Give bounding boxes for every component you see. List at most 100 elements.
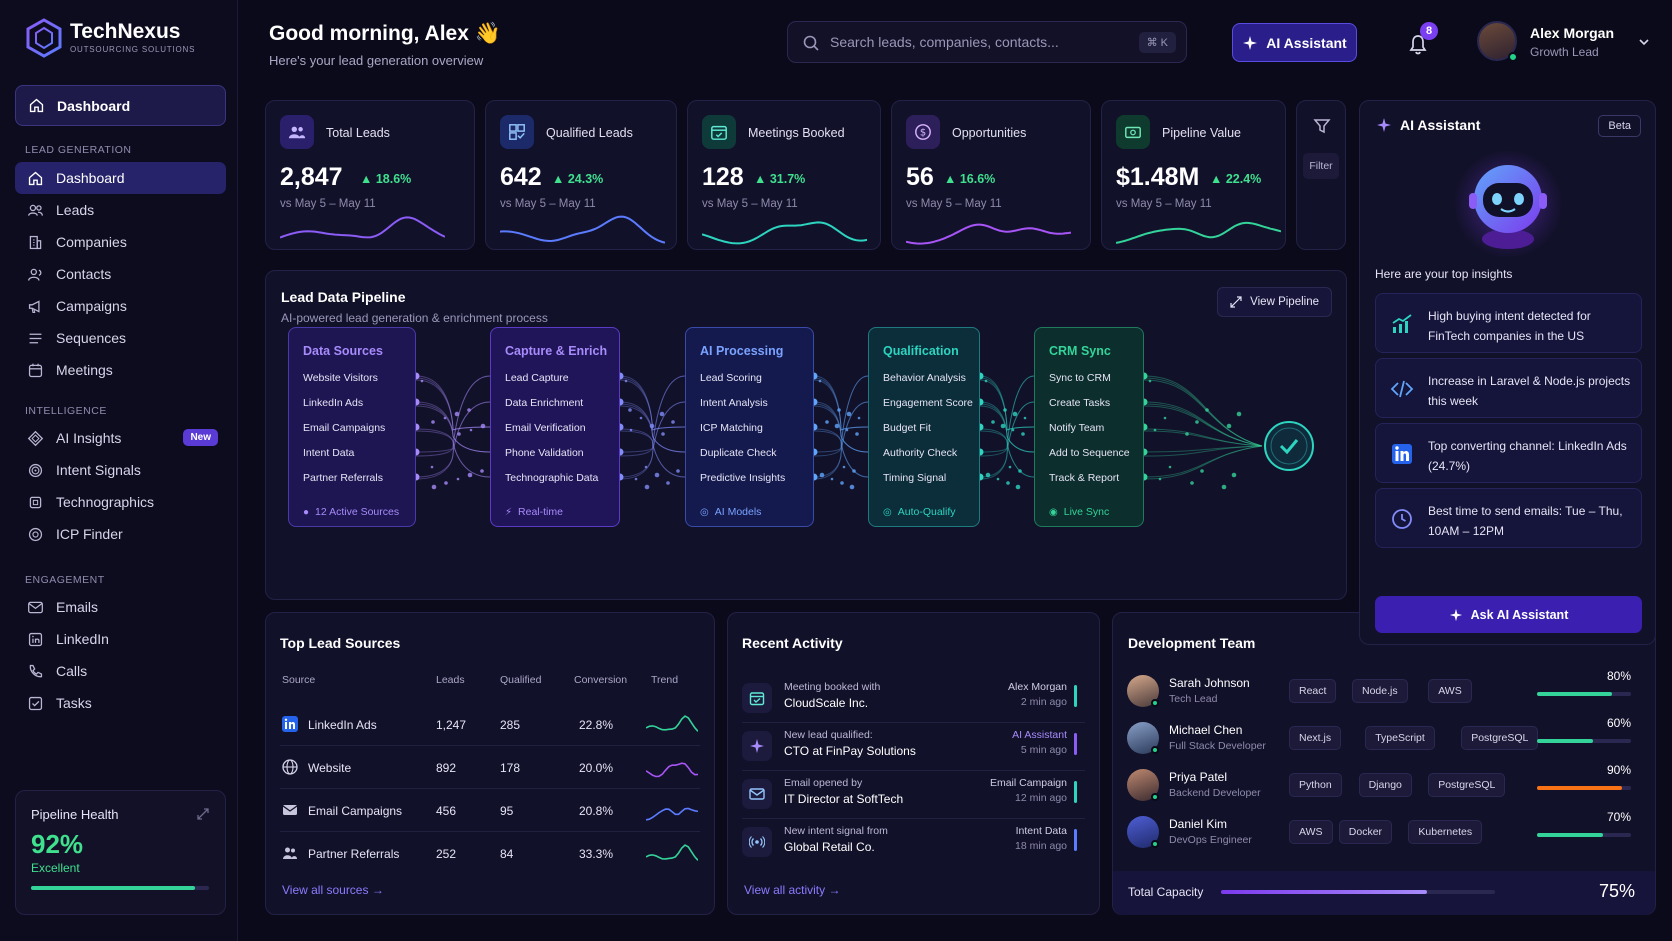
member-name: Michael Chen — [1169, 723, 1243, 737]
insight-card[interactable]: Best time to send emails: Tue – Thu, 10A… — [1375, 488, 1642, 548]
sidebar-item-technographics[interactable]: Technographics — [15, 486, 226, 518]
activity-item[interactable]: New intent signal from Global Retail Co. I… — [728, 821, 1099, 865]
kpi-value: 56 — [906, 163, 934, 191]
nav-dashboard-top[interactable]: Dashboard — [15, 85, 226, 126]
stage-capture-enrich[interactable]: Capture & Enrich Lead Capture Data Enrichm… — [490, 327, 620, 527]
calendar-check-icon — [711, 125, 727, 140]
flow-particle — [1158, 477, 1162, 481]
filter-button[interactable]: Filter — [1303, 153, 1339, 179]
diamond-icon — [27, 430, 44, 446]
sidebar-item-tasks[interactable]: Tasks — [15, 687, 226, 719]
stage-ai-processing[interactable]: AI Processing Lead Scoring Intent Analysis… — [685, 327, 814, 527]
sidebar-item-intent-signals[interactable]: Intent Signals — [15, 454, 226, 486]
search-placeholder: Search leads, companies, contacts... — [830, 34, 1059, 50]
kpi-card-total-leads[interactable]: Total Leads 2,847 ▲ 18.6% vs May 5 – May 11 — [265, 100, 475, 250]
sidebar-item-companies[interactable]: Companies — [15, 226, 226, 258]
ai-assistant-button[interactable]: AI Assistant — [1232, 23, 1357, 62]
robot-icon — [1454, 150, 1562, 258]
mail-icon — [282, 805, 298, 815]
sidebar-item-dashboard[interactable]: Dashboard — [15, 162, 226, 194]
filter-icon[interactable] — [1311, 115, 1333, 137]
kpi-card-meetings-booked[interactable]: Meetings Booked 128 ▲ 31.7% vs May 5 – May … — [687, 100, 881, 250]
view-pipeline-button[interactable]: View Pipeline — [1217, 287, 1332, 317]
flow-particle — [1148, 379, 1152, 383]
member-role: Tech Lead — [1169, 693, 1218, 705]
col-qualified: Qualified — [500, 674, 542, 686]
sidebar-item-leads[interactable]: Leads — [15, 194, 226, 226]
col-source: Source — [282, 674, 316, 686]
source-icon-wrap — [282, 716, 298, 737]
flow-particle — [644, 484, 650, 490]
bell-icon[interactable] — [1400, 26, 1436, 62]
member-capacity-fill — [1537, 786, 1622, 790]
stage-item: Timing Signal — [883, 472, 947, 484]
team-member-row[interactable]: Sarah Johnson Tech Lead React Node.js AWS 80% — [1113, 669, 1655, 711]
sidebar-item-ai-insights[interactable]: AI Insights New — [15, 422, 226, 454]
col-leads: Leads — [436, 674, 465, 686]
kpi-range: vs May 5 – May 11 — [1116, 198, 1212, 210]
flow-particle — [649, 423, 655, 429]
activity-item[interactable]: Meeting booked with CloudScale Inc. Alex M… — [728, 677, 1099, 721]
kpi-card-opportunities[interactable]: $ Opportunities 56 ▲ 16.6% vs May 5 – May 11 — [891, 100, 1091, 250]
kpi-card-pipeline-value[interactable]: Pipeline Value $1.48M ▲ 22.4% vs May 5 – Ma… — [1101, 100, 1286, 250]
sidebar-item-contacts[interactable]: Contacts — [15, 258, 226, 290]
stage-title: Data Sources — [303, 344, 383, 358]
insight-text: Best time to send emails: Tue – Thu, 10A… — [1428, 504, 1623, 538]
pipeline-health-label: Pipeline Health — [31, 807, 119, 822]
stage-qualification[interactable]: Qualification Behavior Analysis Engagement… — [868, 327, 980, 527]
stage-footer: ⚡ Real-time — [505, 506, 563, 518]
insight-card[interactable]: Increase in Laravel & Node.js projects t… — [1375, 358, 1642, 418]
stage-item: Phone Validation — [505, 447, 584, 459]
cell-qualified: 285 — [500, 718, 521, 732]
table-row[interactable]: Partner Referrals 252 84 33.3% — [266, 834, 714, 874]
search-input[interactable]: Search leads, companies, contacts... ⌘ K — [787, 21, 1187, 63]
online-indicator — [1508, 52, 1518, 62]
stage-crm-sync[interactable]: CRM Sync Sync to CRM Create Tasks Notify Te… — [1034, 327, 1144, 527]
flow-particle — [1168, 465, 1172, 469]
flow-line — [813, 401, 869, 480]
stage-item: Lead Scoring — [700, 372, 762, 384]
stage-data-sources[interactable]: Data Sources Website Visitors LinkedIn Ads… — [288, 327, 416, 527]
table-row[interactable]: Website 892 178 20.0% — [266, 748, 714, 788]
team-member-row[interactable]: Michael Chen Full Stack Developer Next.js T… — [1113, 716, 1655, 758]
stage-item: Website Visitors — [303, 372, 378, 384]
sidebar-item-linkedin[interactable]: LinkedIn — [15, 623, 226, 655]
table-row[interactable]: Email Campaigns 456 95 20.8% — [266, 791, 714, 831]
stage-item: Budget Fit — [883, 422, 931, 434]
sidebar-item-emails[interactable]: Emails — [15, 591, 226, 623]
table-row[interactable]: LinkedIn Ads 1,247 285 22.8% — [266, 705, 714, 745]
source-icon-wrap — [282, 845, 298, 866]
sidebar: TechNexus OUTSOURCING SOLUTIONS Dashboar… — [0, 0, 238, 941]
stage-item: Engagement Score — [883, 397, 973, 409]
pipeline-health-value: 92% — [31, 829, 84, 859]
view-all-sources-link[interactable]: View all sources → — [282, 883, 384, 897]
chevron-down-icon[interactable] — [1638, 36, 1650, 48]
insight-card[interactable]: Top converting channel: LinkedIn Ads (24… — [1375, 423, 1642, 483]
sidebar-item-calls[interactable]: Calls — [15, 655, 226, 687]
activity-item[interactable]: Email opened by IT Director at SoftTech Em… — [728, 773, 1099, 817]
activity-time: 18 min ago — [1015, 840, 1067, 852]
team-member-row[interactable]: Daniel Kim DevOps Engineer AWS Docker Kubern… — [1113, 810, 1655, 852]
sidebar-item-label: Meetings — [56, 362, 113, 378]
trend-sparkline — [646, 844, 698, 861]
stage-item: Email Campaigns — [303, 422, 386, 434]
insight-card[interactable]: High buying intent detected for FinTech … — [1375, 293, 1642, 353]
notification-count: 8 — [1420, 22, 1438, 40]
ai-assistant-button-label: AI Assistant — [1266, 34, 1347, 51]
team-member-row[interactable]: Priya Patel Backend Developer Python Django… — [1113, 763, 1655, 805]
sidebar-item-campaigns[interactable]: Campaigns — [15, 290, 226, 322]
flow-particle — [1008, 465, 1012, 469]
skill-tag: Node.js — [1352, 679, 1408, 703]
sidebar-item-sequences[interactable]: Sequences — [15, 322, 226, 354]
users-icon — [288, 126, 306, 139]
view-all-activity-link[interactable]: View all activity → — [744, 883, 841, 897]
sidebar-item-icp-finder[interactable]: ICP Finder — [15, 518, 226, 550]
activity-item[interactable]: New lead qualified: CTO at FinPay Solutio… — [728, 725, 1099, 769]
ask-ai-assistant-button[interactable]: Ask AI Assistant — [1375, 596, 1642, 633]
sidebar-item-meetings[interactable]: Meetings — [15, 354, 226, 386]
kpi-card-qualified-leads[interactable]: Qualified Leads 642 ▲ 24.3% vs May 5 – May … — [485, 100, 677, 250]
member-capacity-pct: 60% — [1606, 716, 1631, 730]
flow-line — [813, 379, 869, 431]
skill-tag: Docker — [1338, 820, 1393, 844]
expand-icon[interactable] — [196, 807, 210, 821]
